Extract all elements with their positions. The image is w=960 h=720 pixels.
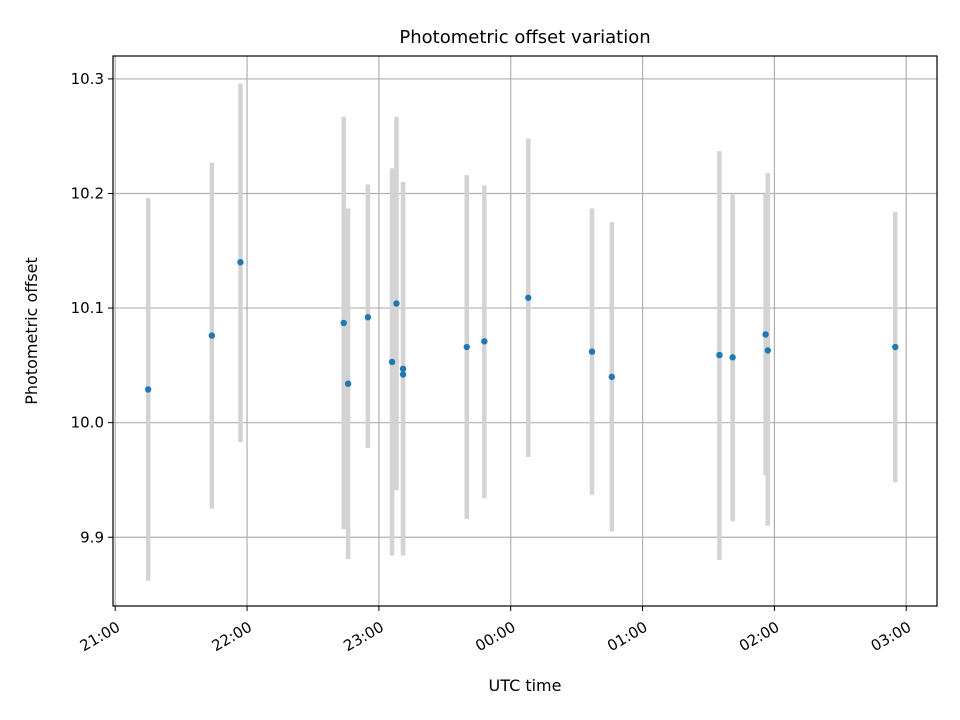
y-tick-label: 9.9 [80,528,104,546]
data-point [340,319,347,327]
data-point [764,347,772,354]
y-tick-label: 10.2 [71,185,104,203]
data-point [729,354,736,361]
data-point [388,358,396,366]
data-point [481,338,488,345]
data-point [344,380,352,387]
y-tick-label: 10.1 [71,299,104,317]
grid [113,56,937,606]
x-axis-label: UTC time [489,676,562,695]
y-tick-label: 10.3 [71,70,104,88]
y-tick-label: 10.0 [71,414,104,432]
data-point [892,343,899,351]
y-axis-label: Photometric offset [22,257,41,405]
data-point [208,332,216,339]
data-point [588,348,596,355]
data-point [525,294,532,301]
chart-title: Photometric offset variation [399,27,650,48]
data-point [608,373,615,381]
data-point [144,386,152,393]
data-point [393,300,400,307]
data-point [364,314,372,321]
data-point [762,331,769,338]
data-point [463,343,470,351]
data-point [399,371,407,378]
data-points [144,259,899,393]
plot-frame [112,55,938,607]
data-point [716,351,723,359]
data-point [399,365,407,373]
data-point [237,259,244,266]
